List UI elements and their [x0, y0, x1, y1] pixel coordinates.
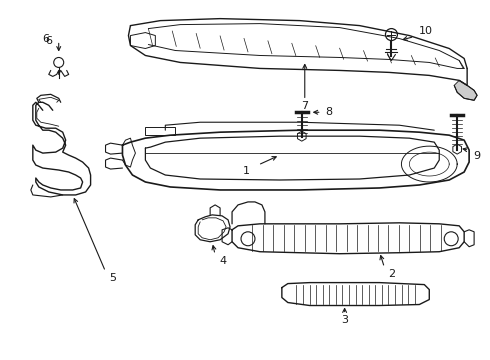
Circle shape [386, 28, 397, 41]
Text: 10: 10 [418, 26, 432, 36]
Text: 4: 4 [219, 256, 226, 266]
Polygon shape [454, 80, 477, 100]
Text: 5: 5 [110, 273, 117, 283]
Text: 1: 1 [243, 166, 250, 176]
Text: 6: 6 [45, 36, 52, 46]
Circle shape [54, 58, 64, 67]
Text: 7: 7 [301, 101, 308, 111]
Bar [146, 127, 175, 135]
Text: 8: 8 [326, 107, 333, 117]
Text: 2: 2 [389, 269, 395, 279]
Text: 3: 3 [341, 315, 348, 325]
Circle shape [241, 232, 255, 246]
Text: 6: 6 [42, 33, 49, 44]
Text: 9: 9 [473, 151, 480, 161]
Polygon shape [130, 32, 155, 49]
Circle shape [444, 232, 458, 246]
